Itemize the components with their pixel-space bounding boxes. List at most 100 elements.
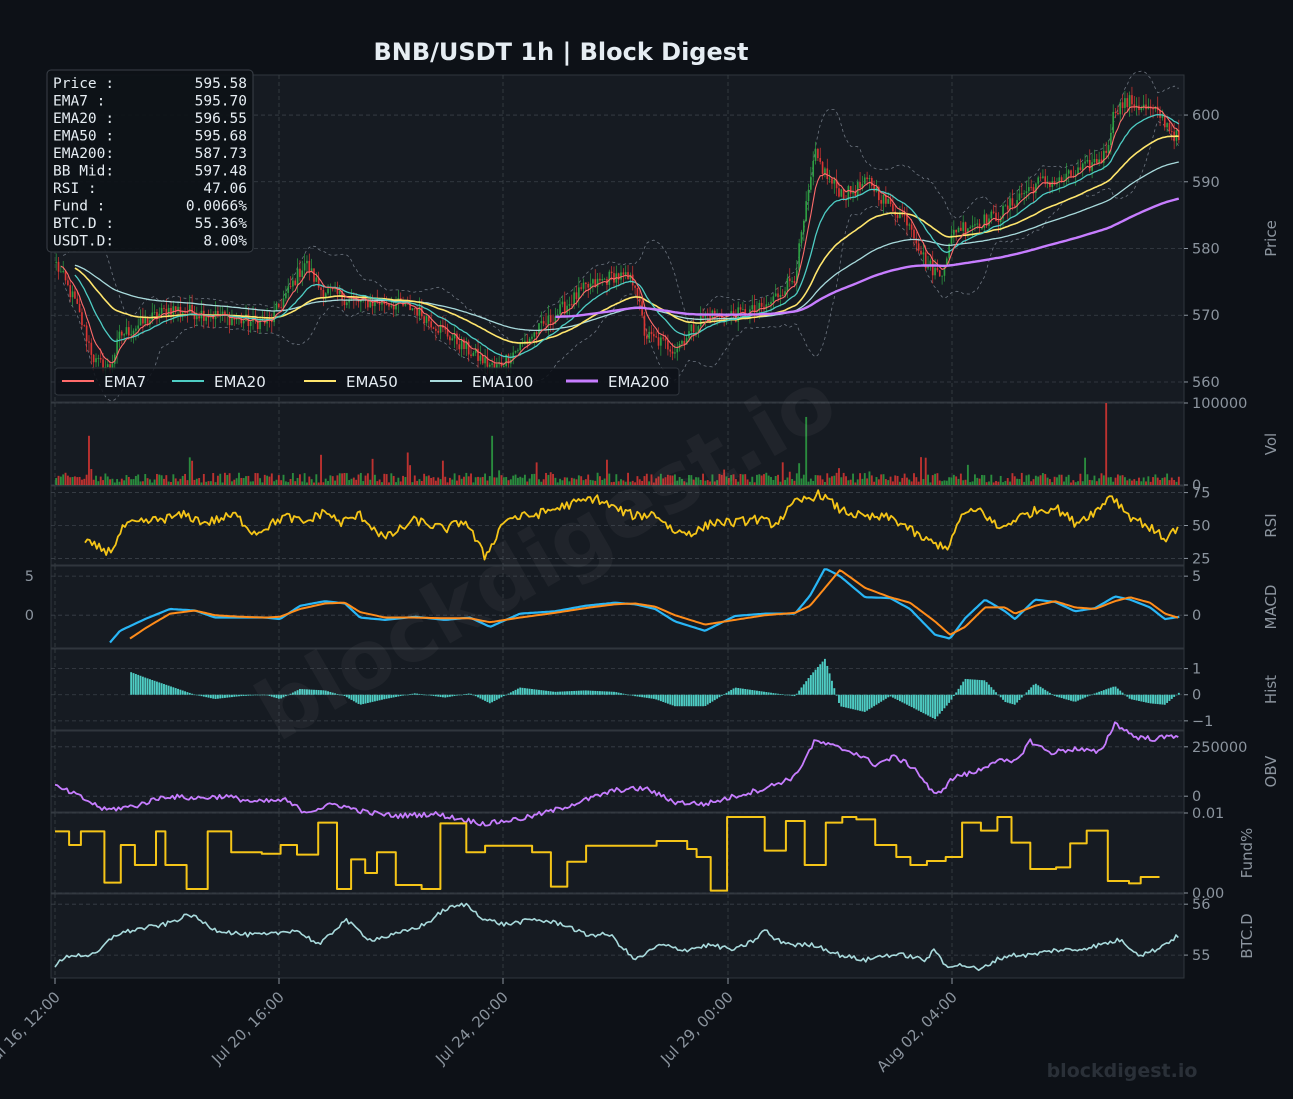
candle-body [613, 273, 615, 283]
volume-bar [448, 477, 451, 485]
candle-body [74, 291, 76, 299]
histogram-bar [812, 672, 815, 695]
histogram-bar [1032, 684, 1035, 695]
candle-body [439, 325, 442, 333]
candle-body [423, 316, 425, 324]
volume-bar [317, 482, 320, 485]
volume-bar [254, 473, 257, 485]
volume-bar [751, 476, 754, 485]
histogram-bar [261, 694, 264, 696]
candle-body [967, 228, 969, 233]
candle-body [1028, 187, 1030, 192]
volume-bar [577, 475, 580, 485]
volume-bar [92, 479, 95, 485]
volume-bar [174, 478, 177, 485]
volume-bar [662, 478, 665, 485]
histogram-bar [634, 694, 637, 697]
volume-bar [807, 481, 810, 485]
volume-bar [287, 482, 290, 485]
volume-bar [945, 480, 948, 485]
candle-body [481, 355, 484, 364]
histogram-bar [289, 693, 292, 695]
candle-body [172, 306, 175, 315]
histogram-bar [301, 689, 304, 695]
candle-body [81, 312, 83, 326]
histogram-bar [880, 694, 883, 702]
candle-body [428, 316, 430, 322]
candle-body [409, 302, 411, 311]
candle-body [484, 357, 486, 364]
candle-body [650, 331, 653, 335]
candle-body [308, 260, 311, 273]
volume-bar [873, 481, 876, 485]
volume-bar [488, 476, 491, 485]
candle-body [388, 304, 390, 307]
histogram-bar [1107, 688, 1110, 695]
candle-body [1095, 159, 1098, 164]
volume-bar [310, 479, 313, 485]
volume-bar [390, 473, 393, 485]
candle-body [962, 222, 965, 231]
histogram-bar [983, 680, 986, 695]
volume-bar [983, 475, 986, 485]
volume-bar [460, 478, 463, 485]
candle-body [547, 315, 550, 325]
volume-bar [1072, 480, 1075, 485]
candle-body [831, 178, 833, 184]
volume-bar [481, 476, 484, 485]
histogram-bar [945, 694, 948, 706]
volume-bar [1131, 480, 1133, 485]
histogram-bar [791, 694, 794, 696]
volume-bar [1112, 481, 1115, 485]
volume-bar [57, 475, 60, 485]
candle-body [1166, 123, 1168, 128]
histogram-bar [167, 685, 170, 695]
candle-body [1030, 187, 1032, 188]
candle-body [83, 325, 86, 326]
candle-body [524, 340, 526, 343]
volume-bar [1121, 475, 1124, 485]
volume-bar [962, 480, 965, 485]
candle-body [425, 316, 428, 324]
y-tick-label: 580 [1192, 242, 1220, 258]
candle-body [974, 224, 976, 226]
histogram-bar [697, 694, 700, 707]
volume-bar [1041, 473, 1044, 485]
histogram-bar [158, 682, 161, 695]
histogram-bar [479, 694, 482, 699]
candle-body [186, 312, 189, 314]
histogram-bar [434, 694, 437, 697]
histogram-bar [195, 694, 198, 696]
candle-body [878, 187, 880, 201]
info-label: EMA50 : [53, 129, 114, 145]
histogram-bar [816, 666, 819, 695]
volume-bar [688, 474, 690, 485]
volume-bar [1002, 482, 1004, 485]
histogram-bar [221, 694, 224, 699]
histogram-bar [1121, 692, 1124, 695]
histogram-bar [917, 694, 920, 711]
histogram-bar [1009, 694, 1012, 704]
candle-body [64, 270, 67, 281]
histogram-bar [1046, 691, 1049, 695]
signal-line [129, 569, 1179, 640]
candle-body [195, 316, 198, 320]
candle-body [444, 327, 447, 330]
candle-body [163, 307, 165, 309]
histogram-bar [137, 674, 140, 695]
histogram-bar [1116, 688, 1119, 695]
volume-bar [280, 480, 283, 485]
histogram-bar [498, 694, 501, 699]
histogram-bar [931, 694, 934, 718]
volume-bar [83, 478, 86, 485]
histogram-bar [1088, 694, 1091, 696]
candle-body [676, 348, 679, 353]
volume-bar [336, 475, 339, 485]
histogram-bar [474, 694, 477, 697]
candle-body [885, 194, 887, 204]
candle-body [289, 286, 292, 288]
volume-bar [212, 473, 215, 485]
histogram-bar [809, 675, 812, 695]
volume-bar [868, 471, 871, 485]
candle-body [835, 179, 838, 189]
